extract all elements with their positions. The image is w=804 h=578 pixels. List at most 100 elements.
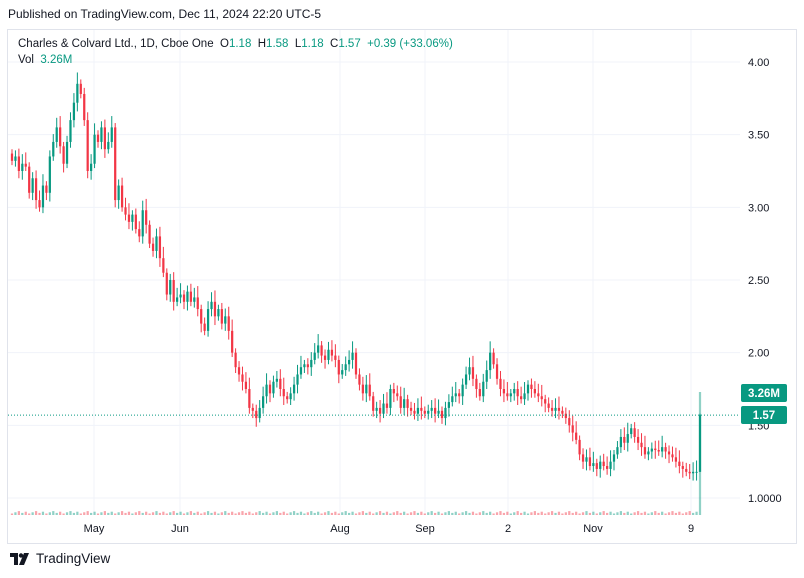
- volume-bar: [544, 513, 547, 515]
- volume-bar: [647, 513, 650, 515]
- volume-bar: [633, 512, 636, 515]
- volume-bar: [330, 512, 334, 515]
- volume-bar: [334, 511, 337, 515]
- candle-body: [282, 389, 285, 397]
- candle-body: [31, 178, 34, 193]
- candle-body: [244, 381, 248, 389]
- volume-bar: [489, 511, 492, 515]
- candle-body: [234, 352, 237, 368]
- volume-bar: [148, 513, 151, 515]
- candle-body: [599, 461, 602, 469]
- volume-bar: [571, 512, 574, 515]
- candle-body: [523, 393, 526, 400]
- volume-bar: [674, 512, 678, 515]
- candle-body: [337, 359, 340, 375]
- volume-bar: [568, 511, 571, 515]
- candle-body: [59, 127, 62, 147]
- volume-bar: [145, 511, 148, 515]
- candle-body: [434, 407, 437, 414]
- candle-body: [550, 407, 554, 411]
- candle-body: [571, 425, 574, 433]
- candle-body: [554, 407, 557, 411]
- candle-body: [299, 367, 303, 375]
- candle-body: [21, 163, 24, 171]
- volume-bar: [358, 512, 361, 515]
- candle-body: [237, 367, 241, 375]
- candle-body: [220, 309, 223, 324]
- candle-body: [685, 468, 688, 472]
- volume-bar: [186, 512, 189, 515]
- candle-body: [578, 439, 581, 455]
- volume-bar: [193, 512, 196, 515]
- candle-body: [200, 309, 203, 324]
- candle-body: [606, 466, 609, 469]
- candle-body: [595, 463, 598, 469]
- candle-body: [547, 403, 550, 408]
- candle-body: [464, 374, 468, 385]
- candle-body: [533, 389, 536, 394]
- candle-body: [406, 399, 409, 408]
- candle-body: [145, 210, 148, 225]
- volume-bar: [564, 512, 567, 515]
- volume-bar: [585, 511, 588, 515]
- candle-body: [664, 447, 667, 452]
- candle-body: [72, 102, 76, 121]
- volume-bar: [592, 511, 595, 515]
- tradingview-logo-icon: [10, 552, 29, 565]
- volume-bar: [272, 512, 275, 515]
- footer-brand[interactable]: TradingView: [10, 551, 110, 566]
- volume-bar: [458, 513, 461, 515]
- candle-body: [409, 407, 413, 411]
- volume-bar: [685, 512, 688, 515]
- volume-bar: [526, 513, 530, 515]
- candle-body: [203, 323, 206, 331]
- candle-body: [661, 447, 664, 452]
- candle-body: [124, 207, 127, 215]
- volume-bar: [475, 513, 478, 515]
- volume-bar: [454, 511, 457, 515]
- volume-bar: [502, 512, 506, 515]
- candle-body: [413, 410, 416, 414]
- candle-body: [361, 384, 364, 394]
- candle-body: [365, 384, 368, 394]
- candle-body: [28, 166, 31, 193]
- candle-body: [303, 364, 306, 368]
- legend-low-label: L: [294, 38, 302, 50]
- candle-body: [530, 384, 533, 389]
- volume-bar: [657, 512, 660, 515]
- volume-bar: [244, 512, 248, 515]
- candle-body: [396, 393, 399, 397]
- candle-body: [619, 436, 622, 448]
- candle-body: [306, 364, 309, 368]
- volume-bar: [169, 512, 172, 515]
- volume-bar: [495, 512, 499, 515]
- candle-body: [110, 127, 113, 142]
- volume-bar: [110, 511, 113, 515]
- candle-body: [461, 384, 464, 397]
- candle-body: [444, 407, 447, 419]
- candle-body: [317, 345, 320, 353]
- candle-body: [667, 451, 671, 455]
- candle-body: [544, 399, 547, 404]
- candle-body: [643, 447, 647, 455]
- candle-body: [568, 418, 571, 426]
- candle-body: [231, 330, 234, 353]
- volume-bar: [520, 512, 523, 515]
- chart-frame[interactable]: [7, 29, 797, 544]
- candle-body: [96, 134, 100, 142]
- volume-bar: [626, 511, 629, 515]
- candle-body: [258, 407, 261, 419]
- candle-body: [206, 309, 210, 331]
- x-tick-label: Jun: [171, 523, 189, 535]
- volume-bar: [24, 511, 27, 515]
- volume-bar: [34, 511, 38, 515]
- volume-bar: [385, 511, 389, 515]
- volume-bar: [509, 513, 512, 515]
- candle-body: [268, 384, 272, 394]
- volume-bar: [619, 511, 622, 515]
- volume-bar: [65, 512, 69, 515]
- candle-body: [509, 393, 512, 397]
- candle-body: [272, 381, 275, 394]
